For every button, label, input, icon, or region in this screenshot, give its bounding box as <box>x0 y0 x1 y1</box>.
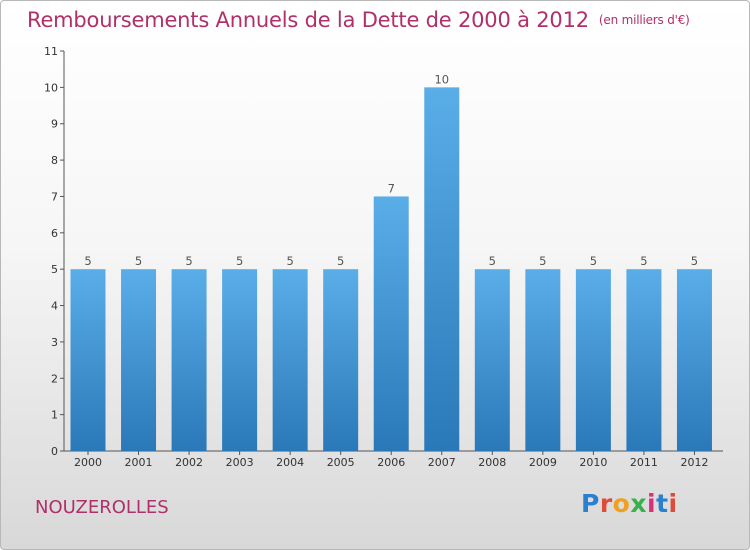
bar-2001 <box>121 269 157 451</box>
bar-2000 <box>70 269 106 451</box>
y-tick-label: 0 <box>51 445 58 458</box>
data-label-2012: 5 <box>691 254 698 268</box>
chart-title: Remboursements Annuels de la Dette de 20… <box>27 8 690 32</box>
commune-name: NOUZEROLLES <box>35 497 169 518</box>
data-label-2003: 5 <box>236 254 243 268</box>
data-label-2009: 5 <box>539 254 546 268</box>
data-label-2004: 5 <box>286 254 293 268</box>
data-label-2001: 5 <box>135 254 142 268</box>
x-tick-label-2011: 2011 <box>630 456 658 469</box>
y-tick-label: 3 <box>51 336 58 349</box>
y-tick-label: 9 <box>51 118 58 131</box>
x-tick-label-2005: 2005 <box>327 456 355 469</box>
bar-2006 <box>373 196 409 451</box>
x-tick-label-2009: 2009 <box>529 456 557 469</box>
y-tick-label: 6 <box>51 227 58 240</box>
data-label-2006: 7 <box>388 181 395 195</box>
axes: 0 1 2 3 4 5 6 7 8 9 10 11 2000 2001 2002 2003 2004 2005 20… <box>44 45 723 469</box>
x-tick-label-2003: 2003 <box>226 456 254 469</box>
bar-2002 <box>171 269 207 451</box>
y-tick-label: 8 <box>51 154 58 167</box>
bar-2007 <box>424 87 460 451</box>
bar-2012 <box>676 269 712 451</box>
y-tick-label: 7 <box>51 190 58 203</box>
bar-2010 <box>575 269 611 451</box>
data-label-2005: 5 <box>337 254 344 268</box>
bars: 5 5 5 5 5 5 7 10 5 5 5 5 5 <box>70 72 712 451</box>
chart-subtitle: (en milliers d'€) <box>598 13 690 27</box>
bar-2003 <box>222 269 258 451</box>
data-label-2007: 10 <box>434 72 449 86</box>
x-tick-label-2010: 2010 <box>579 456 607 469</box>
y-tick-label: 11 <box>44 45 58 58</box>
data-label-2000: 5 <box>84 254 91 268</box>
data-label-2010: 5 <box>590 254 597 268</box>
proxiti-logo: Proxiti <box>581 489 678 518</box>
data-label-2011: 5 <box>640 254 647 268</box>
bar-2004 <box>272 269 308 451</box>
bar-2005 <box>323 269 359 451</box>
x-tick-label-2004: 2004 <box>276 456 304 469</box>
x-tick-label-2001: 2001 <box>125 456 153 469</box>
x-tick-label-2006: 2006 <box>377 456 405 469</box>
x-tick-label-2000: 2000 <box>74 456 102 469</box>
bar-2009 <box>525 269 561 451</box>
data-label-2002: 5 <box>185 254 192 268</box>
x-tick-label-2002: 2002 <box>175 456 203 469</box>
x-tick-label-2008: 2008 <box>478 456 506 469</box>
y-tick-label: 10 <box>44 81 58 94</box>
x-tick-label-2007: 2007 <box>428 456 456 469</box>
bar-2008 <box>474 269 510 451</box>
y-tick-label: 2 <box>51 372 58 385</box>
x-tick-label-2012: 2012 <box>680 456 708 469</box>
data-label-2008: 5 <box>489 254 496 268</box>
y-tick-label: 1 <box>51 409 58 422</box>
y-tick-label: 4 <box>51 300 58 313</box>
bar-2011 <box>626 269 662 451</box>
y-tick-label: 5 <box>51 263 58 276</box>
